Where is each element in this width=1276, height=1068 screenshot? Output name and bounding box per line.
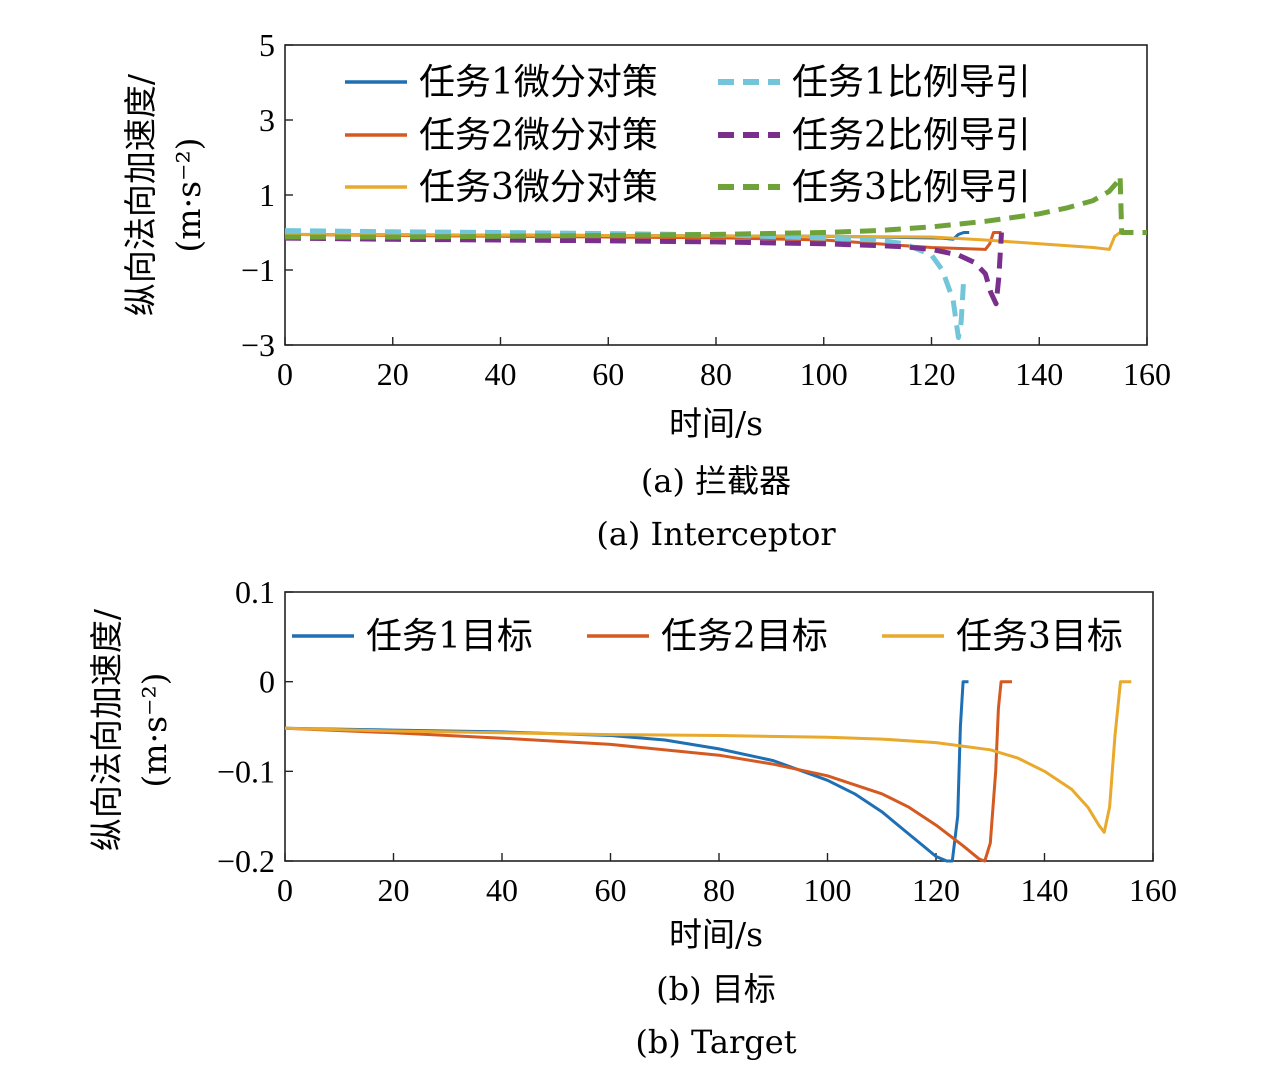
legend-label: 任务2目标 [661,616,828,657]
x-tick-label: 60 [595,872,627,908]
series-line-1 [284,680,969,863]
chart-target: 0 20 40 60 80 100 120 140 160−0.2−0.100.1 任务1目标任… [87,574,1177,1061]
y-tick-label: −0.2 [217,843,275,879]
y-tick-label: −3 [241,327,275,363]
y-tick-label: −0.1 [217,753,275,789]
x-tick-label: 40 [486,872,518,908]
series-line-6 [285,173,1147,240]
series-line-3 [284,680,1132,834]
x-tick-label: 60 [592,356,624,392]
y-tick-label: −1 [241,252,275,288]
y-tick-label: 1 [259,177,275,213]
x-tick-label: 160 [1123,356,1171,392]
legend-label: 任务2比例导引 [792,115,1031,156]
x-tick-label: 100 [804,872,852,908]
legend-label: 任务1目标 [366,616,533,657]
legend-label: 任务3微分对策 [419,167,658,208]
series-line-4 [284,228,967,340]
x-tick-label: 160 [1129,872,1177,908]
legend-label: 任务1比例导引 [792,62,1031,103]
x-tick-label: 120 [912,872,960,908]
ylabel-unit-a: (m·s⁻²) [169,137,208,252]
chart-interceptor: 0 20 40 60 80 100 120 140 160 −3 −1 1 3 5 任务1微分对策任务2微… [121,27,1171,553]
caption-cn-b: (b) 目标 [656,970,776,1008]
x-tick-label: 80 [703,872,735,908]
xlabel-b: 时间/s [669,915,763,954]
xlabel-a: 时间/s [669,404,763,443]
caption-en-a: (a) Interceptor [596,515,836,553]
x-tick-label: 140 [1015,356,1063,392]
x-tick-label: 20 [377,356,409,392]
caption-cn-a: (a) 拦截器 [641,462,791,500]
legend-label: 任务3目标 [956,616,1123,657]
x-tick-label: 80 [700,356,732,392]
series-line-5 [284,232,1004,307]
legend-label: 任务2微分对策 [419,115,658,156]
y-tick-label: 3 [259,102,275,138]
x-tick-label: 140 [1021,872,1069,908]
legend-label: 任务1微分对策 [419,62,658,103]
ylabel-b: 纵向法向加速度/ [87,608,126,851]
legend-label: 任务3比例导引 [792,167,1031,208]
ylabel-a: 纵向法向加速度/ [121,73,160,316]
y-tick-label: 0 [259,664,275,700]
x-tick-label: 20 [378,872,410,908]
ylabel-unit-b: (m·s⁻²) [135,672,174,787]
y-tick-label: 0.1 [235,574,275,610]
series-line-2 [284,680,1012,863]
y-tick-label: 5 [259,27,275,63]
x-tick-label: 120 [908,356,956,392]
caption-en-b: (b) Target [635,1023,796,1061]
x-tick-label: 100 [800,356,848,392]
x-tick-label: 0 [277,356,293,392]
x-tick-label: 0 [277,872,293,908]
legend-b: 任务1目标 任务2目标 任务3目标 [292,616,1123,657]
x-tick-label: 40 [485,356,517,392]
